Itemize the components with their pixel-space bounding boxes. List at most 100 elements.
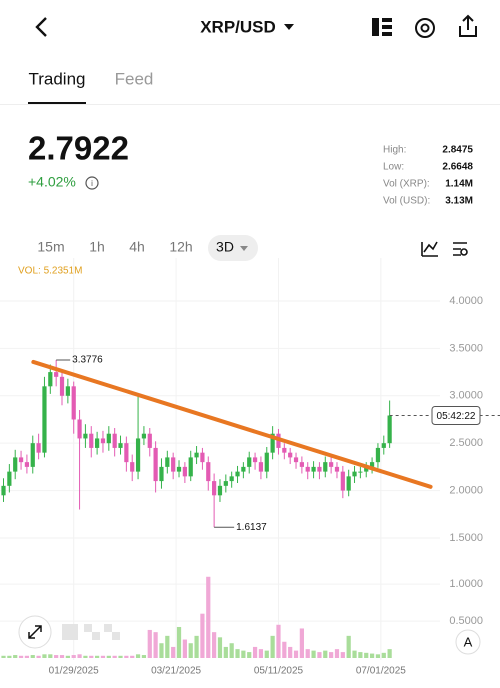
volume-bar bbox=[77, 654, 82, 658]
candle-body bbox=[59, 376, 65, 396]
candle-body bbox=[176, 466, 182, 472]
stat-value: 1.14M bbox=[445, 179, 473, 190]
stat-label: Low: bbox=[383, 162, 404, 173]
candle-body bbox=[36, 443, 41, 453]
chart-settings-icon[interactable] bbox=[453, 242, 468, 256]
timeframe[interactable]: 3D bbox=[216, 239, 234, 255]
candle-body bbox=[30, 443, 35, 467]
volume-bar bbox=[18, 655, 24, 658]
pair-title[interactable]: XRP/USD bbox=[200, 17, 276, 36]
volume-bar bbox=[124, 655, 129, 658]
info-icon[interactable]: i bbox=[85, 176, 99, 190]
volume-bar bbox=[24, 655, 30, 658]
timeframe[interactable]: 15m bbox=[37, 239, 64, 255]
volume-bar bbox=[42, 654, 47, 658]
y-tick-label: 4.0000 bbox=[449, 295, 483, 307]
volume-bar bbox=[252, 646, 258, 658]
volume-bar bbox=[188, 643, 193, 658]
trendline bbox=[31, 359, 433, 489]
volume-bar bbox=[171, 646, 176, 658]
candle-body bbox=[1, 485, 6, 496]
volume-bar bbox=[364, 652, 369, 658]
volume-bar bbox=[381, 652, 386, 658]
volume-bar bbox=[317, 652, 322, 658]
back-button[interactable] bbox=[35, 17, 47, 37]
volume-bar bbox=[159, 643, 164, 658]
x-tick-label: 07/01/2025 bbox=[356, 666, 406, 677]
volume-bar bbox=[112, 655, 117, 658]
divider bbox=[0, 104, 500, 105]
volume-bar bbox=[65, 655, 70, 658]
volume-bar bbox=[30, 655, 35, 658]
volume-bar bbox=[311, 650, 316, 658]
candle-body bbox=[48, 372, 53, 387]
volume-bar bbox=[59, 655, 65, 658]
timeframe[interactable]: 12h bbox=[169, 239, 192, 255]
candle-body bbox=[171, 457, 176, 472]
volume-bar bbox=[247, 652, 252, 658]
candle-body bbox=[83, 433, 88, 439]
candle-body bbox=[118, 443, 123, 448]
volume-bar bbox=[264, 650, 269, 658]
svg-text:i: i bbox=[91, 179, 93, 188]
candle-body bbox=[130, 462, 135, 472]
candle-body bbox=[323, 462, 328, 472]
high-label: 3.3776 bbox=[72, 355, 103, 366]
candle-body bbox=[358, 471, 363, 473]
volume-bar bbox=[95, 655, 100, 658]
volume-label: VOL: 5.2351M bbox=[18, 266, 82, 277]
volume-bar bbox=[141, 655, 147, 658]
candle-body bbox=[293, 457, 299, 463]
auto-scale-button[interactable]: A bbox=[455, 629, 481, 655]
volume-tick-label: 1.0000 bbox=[449, 578, 483, 590]
candle-body bbox=[71, 386, 76, 420]
candle-body bbox=[375, 447, 381, 463]
candle-body bbox=[141, 433, 147, 439]
volume-bar bbox=[270, 635, 275, 658]
timeframe[interactable]: 4h bbox=[129, 239, 145, 255]
stat-label: High: bbox=[383, 145, 406, 156]
volume-bar bbox=[71, 655, 76, 658]
volume-bar bbox=[346, 635, 351, 658]
candle-body bbox=[7, 471, 12, 486]
svg-text:A: A bbox=[464, 634, 473, 649]
candle-body bbox=[42, 386, 47, 453]
volume-bar bbox=[36, 655, 41, 658]
x-tick-label: 01/29/2025 bbox=[49, 666, 99, 677]
stat-value: 2.8475 bbox=[442, 145, 473, 156]
stat-value: 3.13M bbox=[445, 196, 473, 207]
indicator-icon[interactable] bbox=[421, 241, 438, 257]
volume-bar bbox=[147, 629, 152, 658]
candle-body bbox=[95, 438, 100, 448]
volume-bar bbox=[276, 624, 281, 658]
share-icon[interactable] bbox=[459, 14, 477, 37]
candle-body bbox=[24, 462, 30, 467]
volume-bar bbox=[293, 650, 299, 658]
candle-body bbox=[182, 466, 187, 477]
candle-body bbox=[147, 433, 152, 448]
stat-label: Vol (USD): bbox=[383, 196, 430, 207]
expand-button[interactable] bbox=[18, 615, 52, 649]
volume-bar bbox=[229, 643, 234, 658]
pair-dropdown[interactable] bbox=[284, 24, 294, 30]
tab-trading[interactable]: Trading bbox=[28, 69, 85, 88]
layout-icon[interactable] bbox=[372, 18, 392, 36]
timeframe-dropdown[interactable] bbox=[240, 246, 248, 251]
timeframe[interactable]: 1h bbox=[89, 239, 105, 255]
candle-body bbox=[217, 485, 223, 496]
volume-bar bbox=[358, 652, 363, 658]
tab-feed[interactable]: Feed bbox=[115, 69, 154, 88]
candle-body bbox=[13, 457, 18, 472]
volume-bar bbox=[130, 655, 135, 658]
y-tick-label: 3.0000 bbox=[449, 390, 483, 402]
y-tick-label: 2.0000 bbox=[449, 484, 483, 496]
candle-body bbox=[223, 481, 228, 486]
volume-bar bbox=[100, 655, 106, 658]
timeframe-selected bbox=[208, 235, 258, 261]
settings-icon[interactable] bbox=[415, 18, 435, 38]
candle-body bbox=[247, 457, 252, 467]
volume-bar bbox=[288, 646, 293, 658]
volume-bar bbox=[323, 650, 328, 658]
volume-bar bbox=[200, 613, 205, 658]
candle-body bbox=[364, 466, 369, 472]
